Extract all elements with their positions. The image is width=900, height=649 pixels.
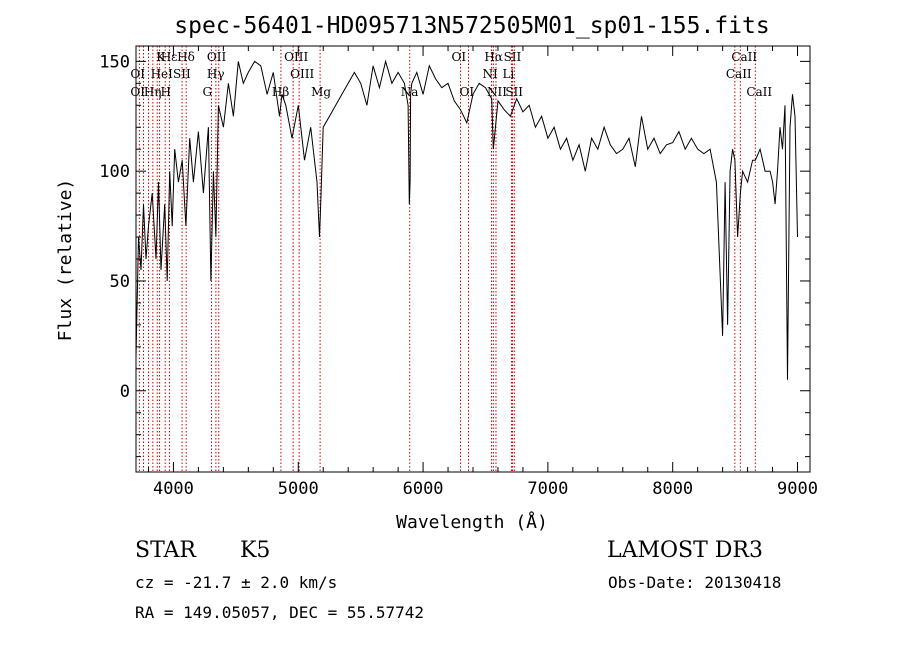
x-tick-label: 5000 bbox=[278, 479, 319, 499]
line-label: Na bbox=[401, 85, 419, 99]
line-label: H bbox=[160, 85, 170, 99]
x-tick-label: 6000 bbox=[403, 479, 444, 499]
redshift-value: cz = -21.7 ± 2.0 km/s bbox=[135, 573, 338, 592]
y-axis-label: Flux (relative) bbox=[55, 179, 76, 342]
line-label: OI bbox=[130, 85, 145, 99]
x-tick-label: 4000 bbox=[153, 479, 194, 499]
plot-frame bbox=[135, 45, 811, 473]
line-label: OIII bbox=[290, 67, 314, 81]
line-label: CaII bbox=[726, 67, 752, 81]
line-label: Hη bbox=[144, 85, 162, 99]
y-tick-label: 100 bbox=[99, 162, 130, 182]
line-label: NII bbox=[487, 85, 507, 99]
line-label: Hδ bbox=[177, 50, 195, 64]
chart-title: spec-56401-HD095713N572505M01_sp01-155.f… bbox=[174, 13, 769, 39]
line-label: Mg bbox=[311, 85, 331, 99]
line-label: HeI bbox=[151, 67, 174, 81]
line-label: OI bbox=[452, 50, 467, 64]
y-tick-label: 50 bbox=[110, 272, 130, 292]
line-label: OIII bbox=[284, 50, 308, 64]
line-label: Hα bbox=[484, 50, 503, 64]
line-label: CaII bbox=[746, 85, 772, 99]
survey-name: LAMOST DR3 bbox=[607, 538, 763, 563]
object-class: STAR bbox=[135, 538, 196, 563]
line-label: K bbox=[156, 50, 166, 64]
line-label: OII bbox=[207, 50, 227, 64]
line-label: OI bbox=[460, 85, 475, 99]
line-label: SII bbox=[173, 67, 191, 81]
line-label: Hγ bbox=[207, 67, 225, 81]
y-axis: 0 50 100 150 bbox=[99, 52, 810, 458]
coordinates: RA = 149.05057, DEC = 55.57742 bbox=[135, 603, 424, 622]
x-axis-label: Wavelength (Å) bbox=[396, 511, 548, 533]
spectrum-chart: spec-56401-HD095713N572505M01_sp01-155.f… bbox=[55, 13, 818, 533]
x-tick-label: 9000 bbox=[777, 479, 818, 499]
y-tick-label: 150 bbox=[99, 52, 130, 72]
obs-date: Obs-Date: 20130418 bbox=[608, 573, 782, 592]
line-markers bbox=[138, 46, 756, 472]
line-label: OI bbox=[130, 67, 145, 81]
object-subclass: K5 bbox=[240, 538, 271, 563]
line-label: CaII bbox=[731, 50, 757, 64]
y-tick-label: 0 bbox=[120, 382, 130, 402]
line-label: Hβ bbox=[272, 85, 289, 99]
line-label: NI bbox=[482, 67, 498, 81]
line-label: SII bbox=[505, 85, 523, 99]
x-tick-label: 8000 bbox=[652, 479, 693, 499]
line-label: Li bbox=[502, 67, 514, 81]
line-label: G bbox=[203, 85, 213, 99]
line-label: SII bbox=[504, 50, 522, 64]
x-tick-label: 7000 bbox=[527, 479, 568, 499]
spectrum-line bbox=[135, 59, 798, 380]
x-axis: 4000 5000 6000 7000 8000 9000 bbox=[147, 46, 818, 499]
